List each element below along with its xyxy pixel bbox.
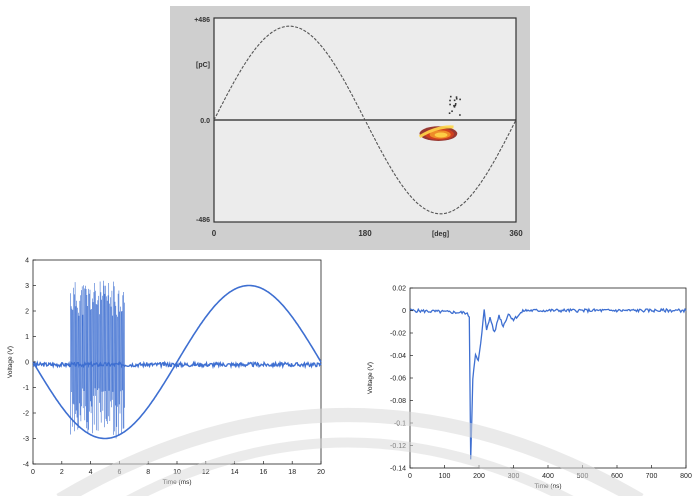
pulse-y-tick-label: -0.12 bbox=[390, 443, 406, 450]
prpd-y-tick-label: 0.0 bbox=[200, 118, 210, 125]
wave-y-tick-label: -1 bbox=[23, 385, 29, 392]
prpd-x-tick-label: 180 bbox=[358, 229, 372, 238]
prpd-cluster-streak bbox=[418, 125, 454, 138]
wave-y-tick-label: 4 bbox=[25, 258, 29, 265]
pulse-x-tick-label: 100 bbox=[439, 473, 451, 480]
pulse-x-axis-label: Time (ns) bbox=[534, 483, 561, 490]
prpd-scatter-point bbox=[455, 97, 458, 100]
prpd-scatter-point bbox=[454, 104, 457, 107]
pulse-y-tick-label: 0 bbox=[402, 308, 406, 315]
wave-x-tick-label: 20 bbox=[317, 469, 325, 476]
prpd-x-axis-label: [deg] bbox=[432, 231, 449, 238]
wave-y-tick-label: -4 bbox=[23, 462, 29, 469]
pulse-y-tick-label: -0.06 bbox=[390, 376, 406, 383]
pulse-y-tick-label: -0.04 bbox=[390, 353, 406, 360]
prpd-scatter-point bbox=[454, 103, 457, 105]
wave-y-tick-label: 2 bbox=[25, 309, 29, 316]
prpd-scatter-point bbox=[448, 112, 451, 114]
prpd-scatter-point bbox=[459, 114, 461, 116]
wave-y-tick-label: 3 bbox=[25, 283, 29, 290]
wave-x-axis-label: Time (ms) bbox=[162, 479, 191, 486]
waveform-chart-panel: 0 2 4 6 8 10 12 14 16 18 20 4 3 2 1 0 -1 -2 -3 -4 Time (ms) V… bbox=[0, 252, 335, 496]
pulse-y-tick-label: -0.08 bbox=[390, 398, 406, 405]
prpd-scatter-point bbox=[459, 98, 461, 101]
wave-x-tick-label: 16 bbox=[260, 469, 268, 476]
prpd-chart-panel: 0 180 360 +486 0.0 -486 [pC] [deg] bbox=[170, 6, 530, 250]
pulse-y-tick-label: -0.02 bbox=[390, 331, 406, 338]
pulse-x-tick-label: 200 bbox=[473, 473, 485, 480]
wave-x-tick-label: 6 bbox=[117, 469, 121, 476]
prpd-chart: 0 180 360 +486 0.0 -486 [pC] [deg] bbox=[170, 6, 530, 250]
pulse-x-tick-label: 800 bbox=[680, 473, 692, 480]
wave-y-tick-label: 1 bbox=[25, 334, 29, 341]
wave-y-tick-label: -2 bbox=[23, 411, 29, 418]
prpd-scatter-point bbox=[453, 106, 456, 108]
wave-x-tick-label: 2 bbox=[60, 469, 64, 476]
wave-x-tick-label: 14 bbox=[231, 469, 239, 476]
wave-x-tick-label: 0 bbox=[31, 469, 35, 476]
wave-y-axis-label: Voltage (V) bbox=[7, 346, 14, 378]
wave-y-tick-label: 0 bbox=[25, 360, 29, 367]
prpd-x-tick-label: 360 bbox=[509, 229, 523, 238]
wave-y-tick-label: -3 bbox=[23, 436, 29, 443]
pulse-chart-panel: 0 100 200 300 400 500 600 700 800 0.02 0 -0.02 -0.04… bbox=[350, 278, 692, 496]
wave-x-tick-label: 18 bbox=[288, 469, 296, 476]
pulse-x-tick-label: 500 bbox=[577, 473, 589, 480]
prpd-cluster-layer-3 bbox=[434, 132, 448, 138]
prpd-y-axis-label: [pC] bbox=[196, 62, 210, 69]
prpd-scatter-point bbox=[453, 104, 455, 107]
pulse-x-tick-label: 300 bbox=[508, 473, 520, 480]
pulse-x-tick-label: 0 bbox=[408, 473, 412, 480]
prpd-y-tick-label: -486 bbox=[196, 217, 210, 224]
pulse-plot-area bbox=[409, 287, 687, 469]
pulse-line bbox=[409, 307, 687, 460]
prpd-scatter-point bbox=[451, 110, 453, 113]
prpd-y-tick-label: +486 bbox=[194, 17, 210, 24]
prpd-scatter-point bbox=[455, 96, 458, 98]
pulse-x-tick-label: 400 bbox=[542, 473, 554, 480]
prpd-scatter-point bbox=[453, 99, 456, 102]
wave-x-tick-label: 4 bbox=[89, 469, 93, 476]
prpd-scatter-point bbox=[449, 103, 451, 106]
wave-x-tick-label: 10 bbox=[173, 469, 181, 476]
pulse-y-axis-label: Voltage (V) bbox=[367, 362, 374, 394]
pulse-y-tick-label: -0.14 bbox=[390, 466, 406, 473]
wave-pd-burst bbox=[70, 280, 125, 439]
prpd-sine-line bbox=[213, 25, 517, 215]
pulse-y-tick-label: 0.02 bbox=[392, 286, 406, 293]
pulse-x-tick-label: 600 bbox=[611, 473, 623, 480]
prpd-x-tick-label: 0 bbox=[212, 229, 217, 238]
prpd-scatter-point bbox=[449, 95, 452, 98]
wave-x-tick-label: 8 bbox=[146, 469, 150, 476]
pulse-y-tick-label: -0.1 bbox=[394, 421, 406, 428]
pulse-chart: 0 100 200 300 400 500 600 700 800 0.02 0 -0.02 -0.04… bbox=[367, 286, 692, 491]
wave-x-tick-label: 12 bbox=[202, 469, 210, 476]
pulse-x-tick-label: 700 bbox=[646, 473, 658, 480]
prpd-scatter-point bbox=[449, 99, 451, 102]
